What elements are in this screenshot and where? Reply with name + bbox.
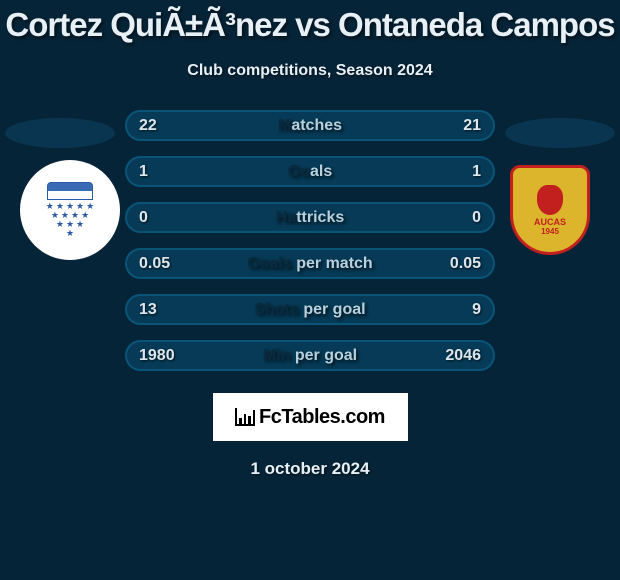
aucas-crest: AUCAS 1945 [510,165,590,255]
stat-value-left: 1980 [139,347,175,365]
date-text: 1 october 2024 [0,459,620,479]
stat-label: Goals [288,163,332,181]
stat-label: Hattricks [276,209,344,227]
page-title: Cortez QuiÃ±Ã³nez vs Ontaneda Campos [0,0,620,44]
decor-pill-right [505,118,615,148]
stat-value-right: 0 [472,209,481,227]
stat-value-left: 13 [139,301,157,319]
brand-chart-icon [235,408,255,426]
aucas-year: 1945 [541,227,559,236]
stat-value-right: 0.05 [450,255,481,273]
stat-row: 0 Hattricks 0 [125,202,495,233]
stat-value-right: 1 [472,163,481,181]
stat-label: Goals per match [247,255,372,273]
decor-pill-left [5,118,115,148]
stat-label: Min per goal [263,347,357,365]
stat-row: 1 Goals 1 [125,156,495,187]
brand-box[interactable]: FcTables.com [213,393,408,441]
stat-row: 0.05 Goals per match 0.05 [125,248,495,279]
brand-text: FcTables.com [259,406,385,429]
team-badge-left: ★★★★★ ★★★★ ★★★ ★ [20,160,120,260]
stat-value-left: 0.05 [139,255,170,273]
team-badge-right: AUCAS 1945 [500,160,600,260]
stat-label: Matches [278,117,342,135]
stat-row: 1980 Min per goal 2046 [125,340,495,371]
stat-value-left: 1 [139,163,148,181]
stat-value-right: 2046 [445,347,481,365]
stat-label: Shots per goal [254,301,365,319]
stat-value-left: 22 [139,117,157,135]
stat-row: 13 Shots per goal 9 [125,294,495,325]
stat-value-right: 21 [463,117,481,135]
subtitle: Club competitions, Season 2024 [0,62,620,80]
comparison-content: ★★★★★ ★★★★ ★★★ ★ AUCAS 1945 22 Matches 21 1… [0,110,620,371]
stat-value-left: 0 [139,209,148,227]
aucas-name: AUCAS [534,217,566,227]
stats-table: 22 Matches 21 1 Goals 1 0 Hattricks 0 0.05 Goals p… [125,110,495,371]
stat-value-right: 9 [472,301,481,319]
emelec-crest: ★★★★★ ★★★★ ★★★ ★ [35,175,105,245]
stat-row: 22 Matches 21 [125,110,495,141]
